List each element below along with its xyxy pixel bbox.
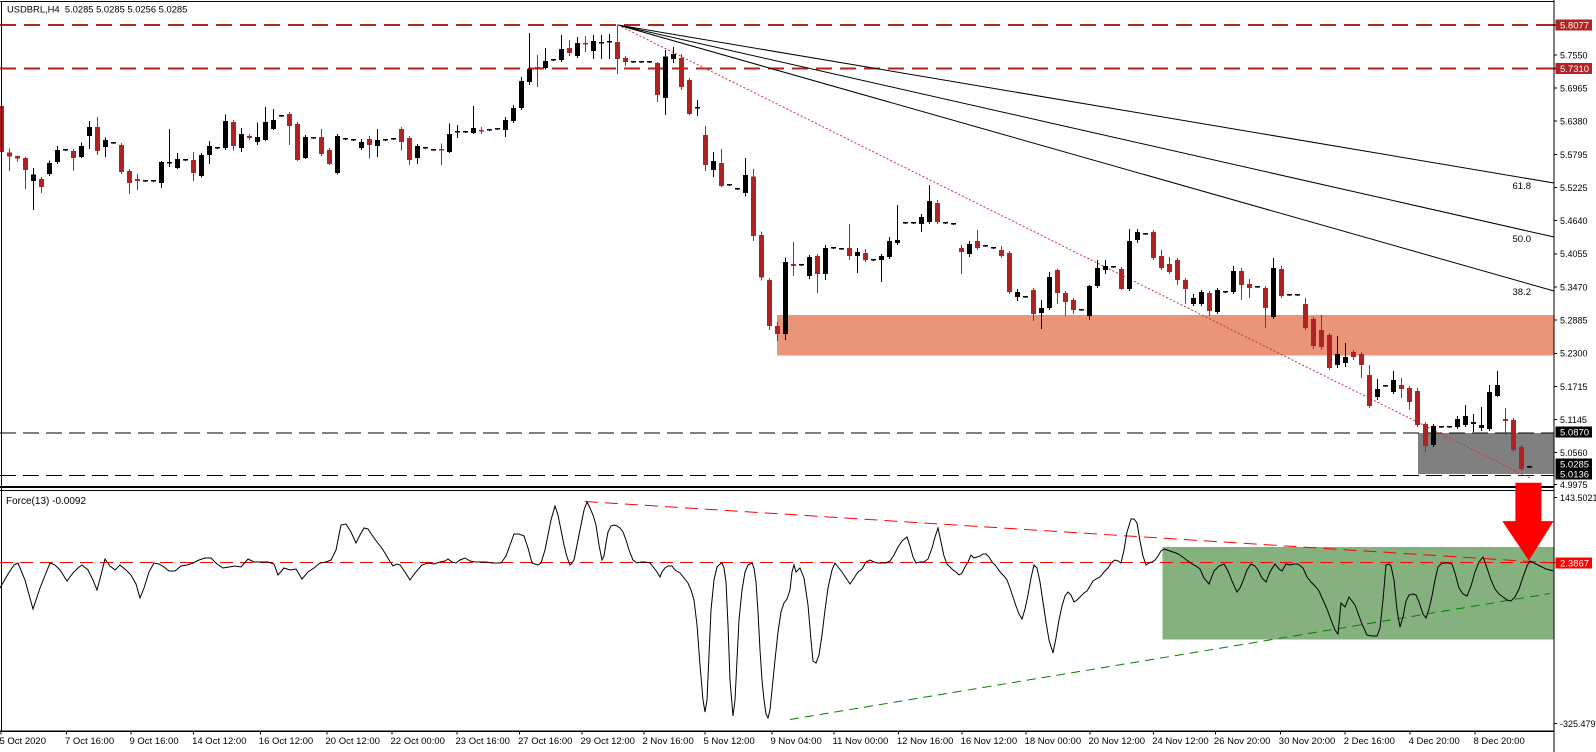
svg-text:5.7310: 5.7310 <box>1560 64 1589 75</box>
svg-text:9 Oct 16:00: 9 Oct 16:00 <box>130 736 179 747</box>
svg-text:20 Nov 12:00: 20 Nov 12:00 <box>1089 736 1146 747</box>
svg-text:4 Dec 20:00: 4 Dec 20:00 <box>1409 736 1460 747</box>
svg-text:29 Oct 12:00: 29 Oct 12:00 <box>581 736 635 747</box>
svg-text:7 Oct 16:00: 7 Oct 16:00 <box>65 736 114 747</box>
svg-text:4.9975: 4.9975 <box>1560 480 1588 490</box>
svg-text:5.5795: 5.5795 <box>1560 150 1588 160</box>
svg-text:5.0136: 5.0136 <box>1560 469 1589 480</box>
svg-text:18 Nov 00:00: 18 Nov 00:00 <box>1025 736 1082 747</box>
svg-text:5.5225: 5.5225 <box>1560 183 1588 193</box>
svg-text:143.5021: 143.5021 <box>1560 493 1596 503</box>
svg-text:5.6965: 5.6965 <box>1560 84 1588 94</box>
svg-text:20 Oct 12:00: 20 Oct 12:00 <box>326 736 380 747</box>
svg-text:50.0: 50.0 <box>1513 234 1532 245</box>
svg-text:22 Oct 00:00: 22 Oct 00:00 <box>391 736 445 747</box>
svg-text:8 Dec 20:00: 8 Dec 20:00 <box>1474 736 1525 747</box>
svg-text:5.4640: 5.4640 <box>1560 216 1588 226</box>
svg-text:Force(13) -0.0092: Force(13) -0.0092 <box>6 496 86 507</box>
svg-text:12 Nov 16:00: 12 Nov 16:00 <box>897 736 954 747</box>
svg-text:24 Nov 12:00: 24 Nov 12:00 <box>1152 736 1209 747</box>
svg-text:5.6380: 5.6380 <box>1560 117 1588 127</box>
svg-text:16 Oct 12:00: 16 Oct 12:00 <box>259 736 313 747</box>
svg-text:61.8: 61.8 <box>1513 181 1532 192</box>
svg-text:5.0560: 5.0560 <box>1560 448 1588 458</box>
svg-text:9 Nov 04:00: 9 Nov 04:00 <box>771 736 822 747</box>
svg-text:-325.4791: -325.4791 <box>1560 719 1596 729</box>
svg-text:5.1145: 5.1145 <box>1560 415 1587 425</box>
svg-text:5 Oct 2020: 5 Oct 2020 <box>0 736 46 747</box>
svg-text:USDBRL,H4 5.0285 5.0285 5.025: USDBRL,H4 5.0285 5.0285 5.0256 5.0285 <box>7 3 187 14</box>
svg-text:11 Nov 00:00: 11 Nov 00:00 <box>833 736 889 747</box>
svg-text:16 Nov 12:00: 16 Nov 12:00 <box>961 736 1018 747</box>
svg-text:5.2300: 5.2300 <box>1560 349 1588 359</box>
svg-text:5.2885: 5.2885 <box>1560 316 1588 326</box>
svg-text:30 Nov 20:00: 30 Nov 20:00 <box>1279 736 1336 747</box>
svg-text:27 Oct 16:00: 27 Oct 16:00 <box>518 736 572 747</box>
svg-text:5.0870: 5.0870 <box>1560 427 1589 438</box>
svg-text:5.1715: 5.1715 <box>1560 382 1588 392</box>
svg-text:5.7550: 5.7550 <box>1560 50 1588 60</box>
svg-text:5.0285: 5.0285 <box>1560 459 1589 470</box>
svg-text:5.3470: 5.3470 <box>1560 282 1588 292</box>
svg-text:26 Nov 20:00: 26 Nov 20:00 <box>1214 736 1271 747</box>
svg-text:2 Dec 16:00: 2 Dec 16:00 <box>1344 736 1395 747</box>
svg-text:38.2: 38.2 <box>1513 287 1532 298</box>
svg-text:5 Nov 12:00: 5 Nov 12:00 <box>704 736 755 747</box>
svg-text:2 Nov 16:00: 2 Nov 16:00 <box>643 736 694 747</box>
svg-text:14 Oct 12:00: 14 Oct 12:00 <box>192 736 246 747</box>
svg-text:5.4055: 5.4055 <box>1560 249 1588 259</box>
svg-text:5.8077: 5.8077 <box>1560 20 1589 31</box>
svg-text:2.3867: 2.3867 <box>1560 558 1589 569</box>
svg-text:23 Oct 16:00: 23 Oct 16:00 <box>456 736 510 747</box>
